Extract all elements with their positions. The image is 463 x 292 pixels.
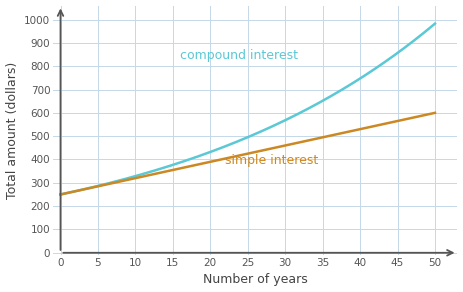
- X-axis label: Number of years: Number of years: [203, 273, 307, 286]
- Text: simple interest: simple interest: [225, 154, 319, 167]
- Text: compound interest: compound interest: [180, 49, 298, 62]
- Y-axis label: Total amount (dollars): Total amount (dollars): [6, 62, 19, 199]
